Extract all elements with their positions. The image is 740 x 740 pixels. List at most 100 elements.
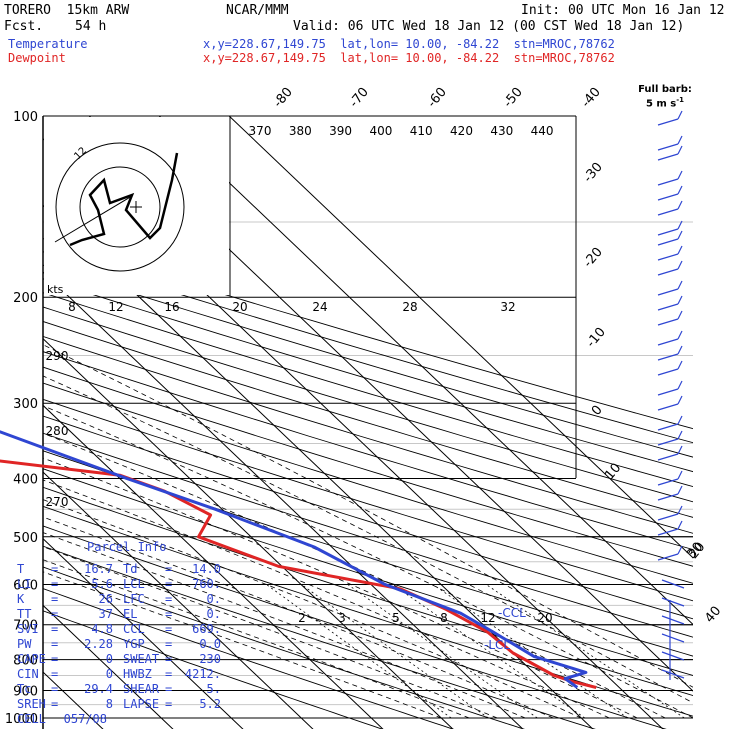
hodograph: 12 xyxy=(44,117,229,295)
wind-barb-flag xyxy=(677,470,683,480)
parcel-label-left: CAPE xyxy=(17,652,46,666)
wind-barb-staff xyxy=(657,353,679,361)
lcl-annotation: -LCL xyxy=(484,638,510,652)
dewpoint-line xyxy=(0,430,588,689)
wind-barb-staff xyxy=(657,478,679,486)
pressure-tick-label: 400 xyxy=(13,472,38,487)
parcel-eq: = xyxy=(51,652,59,666)
wind-barb-flag xyxy=(677,230,683,240)
parcel-info-row: CIN = 0 HWBZ = 4212. xyxy=(17,667,222,682)
wind-barb-staff xyxy=(657,268,679,276)
parcel-label-right: Td xyxy=(123,562,138,576)
parcel-value-right: 0. xyxy=(206,592,221,606)
wind-barb-flag xyxy=(677,145,683,155)
dry-adiabat xyxy=(43,610,384,729)
parcel-info-row: K = 26 LFC = 0. xyxy=(17,592,222,607)
wind-barb-staff xyxy=(657,403,679,411)
isotherm-line xyxy=(43,471,314,729)
parcel-label-right: SWEAT xyxy=(123,652,160,666)
isotherm-line xyxy=(43,404,384,729)
parcel-eq: = xyxy=(165,562,173,576)
dry-adiabat xyxy=(43,335,693,534)
dewpoint-location: x,y=228.67,149.75 lat,lon= 10.00, -84.22… xyxy=(203,51,615,65)
wind-barb-staff xyxy=(657,318,679,326)
dewpoint-legend-label: Dewpoint xyxy=(8,51,66,65)
hodograph-ring-label: 20 xyxy=(232,300,247,314)
dry-adiabat xyxy=(43,382,693,584)
wind-barb-flag xyxy=(677,345,683,355)
wind-barb-flag xyxy=(677,360,683,370)
parcel-label-left: Tc xyxy=(17,682,32,696)
moist-adiabat xyxy=(43,405,693,719)
fcst-value: 54 h xyxy=(75,19,107,34)
wind-barb-flag xyxy=(677,415,683,425)
parcel-value-left: 0 xyxy=(105,667,113,681)
isotherm-line xyxy=(43,204,594,729)
parcel-info-title: Parcel Info xyxy=(87,540,167,554)
parcel-value-left: 2.28 xyxy=(84,637,113,651)
parcel-label-left: CELL xyxy=(17,712,46,726)
hodograph-mean-line xyxy=(54,195,133,243)
wind-barb-staff xyxy=(661,579,685,589)
parcel-value-left: 4.8 xyxy=(91,622,113,636)
parcel-eq: = xyxy=(165,592,173,606)
theta-label-left: 270 xyxy=(46,495,69,509)
dry-adiabat xyxy=(43,588,455,729)
parcel-info-row: PW = 2.28 YGP = 0.0 xyxy=(17,637,222,652)
wind-barb-flag xyxy=(677,200,683,210)
wind-barb xyxy=(657,200,683,216)
parcel-value-right: 4212. xyxy=(184,667,221,681)
wind-barb xyxy=(657,505,683,521)
org-label: NCAR/MMM xyxy=(226,3,289,18)
wind-barb xyxy=(661,615,685,625)
parcel-value-right: 5. xyxy=(206,682,221,696)
theta-label: 440 xyxy=(531,124,554,138)
grid-lines xyxy=(43,116,693,729)
parcel-label-right: LFC xyxy=(123,592,145,606)
dry-adiabat xyxy=(43,351,693,551)
wind-barb xyxy=(657,545,683,561)
parcel-eq: = xyxy=(165,682,173,696)
parcel-eq: = xyxy=(165,577,173,591)
wind-barb xyxy=(657,245,683,261)
isotherm-line xyxy=(158,116,693,626)
parcel-value-right: 760. xyxy=(192,577,221,591)
mixing-ratio-line xyxy=(392,584,586,719)
dry-adiabat xyxy=(43,398,693,602)
init-time: Init: 00 UTC Mon 16 Jan 12 xyxy=(521,3,725,18)
dry-adiabat xyxy=(43,278,693,473)
hodograph-ring-label: 12 xyxy=(108,300,123,314)
parcel-eq: = xyxy=(165,637,173,651)
dry-adiabat xyxy=(43,415,693,620)
temperature-tick-right: -20 xyxy=(581,245,606,271)
wind-barb-staff xyxy=(657,493,679,501)
wind-barb xyxy=(657,485,683,501)
wind-barb-staff xyxy=(657,253,679,261)
hodograph-ring-label: 28 xyxy=(402,300,417,314)
wind-barb-staff xyxy=(657,153,679,161)
hodograph-ring-label: 32 xyxy=(500,300,515,314)
parcel-info-row: CELL 057/08 xyxy=(17,712,222,727)
parcel-eq: = xyxy=(51,682,59,696)
parcel-eq: = xyxy=(51,607,59,621)
wind-barb-flag xyxy=(677,395,683,405)
mixing-ratio-label: 3 xyxy=(338,611,346,625)
parcel-eq: = xyxy=(165,652,173,666)
pressure-tick-label: 700 xyxy=(13,619,38,634)
wind-barb-staff xyxy=(657,228,679,236)
parcel-label-left: PW xyxy=(17,637,32,651)
wind-barb-flag xyxy=(677,430,683,440)
dry-adiabat xyxy=(43,292,693,488)
wind-barb-staff xyxy=(657,423,679,431)
moist-adiabat xyxy=(43,344,693,688)
temperature-tick-top: -40 xyxy=(579,85,604,111)
wind-barb xyxy=(657,330,683,346)
wind-barb xyxy=(657,520,683,536)
parcel-label-right: SHEAR xyxy=(123,682,160,696)
pressure-tick-label: 600 xyxy=(13,578,38,593)
wind-barb-staff xyxy=(657,553,679,561)
wind-barb-staff xyxy=(657,368,679,376)
parcel-label-left: TT xyxy=(17,607,32,621)
parcel-value-right: 0.0 xyxy=(199,637,221,651)
parcel-value-left: 0 xyxy=(105,652,113,666)
